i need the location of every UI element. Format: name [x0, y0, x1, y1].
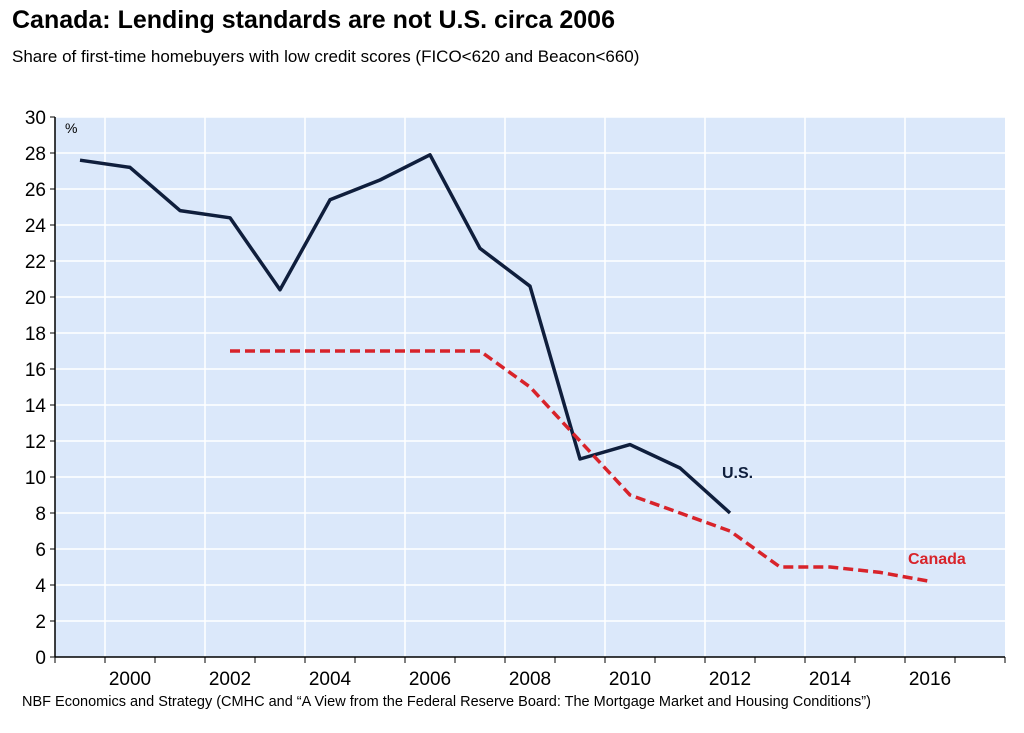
- y-tick-label: 30: [25, 108, 46, 129]
- y-tick-label: 6: [35, 540, 46, 561]
- y-tick-label: 26: [25, 180, 46, 201]
- chart-title: Canada: Lending standards are not U.S. c…: [12, 6, 615, 34]
- series-label-us: U.S.: [722, 465, 753, 482]
- chart-subtitle: Share of first-time homebuyers with low …: [12, 47, 640, 66]
- y-tick-label: 12: [25, 432, 46, 453]
- x-tick-label: 2000: [109, 669, 151, 690]
- x-tick-label: 2014: [809, 669, 852, 690]
- x-tick-label: 2010: [609, 669, 651, 690]
- y-axis-unit: %: [65, 120, 77, 136]
- y-tick-label: 10: [25, 468, 46, 489]
- y-tick-label: 2: [35, 612, 46, 633]
- x-tick-label: 2004: [309, 669, 352, 690]
- series-line-us: [79, 153, 732, 515]
- plot-background: [55, 117, 1005, 657]
- x-tick-label: 2008: [509, 669, 551, 690]
- x-tick-label: 2006: [409, 669, 451, 690]
- series-label-canada: Canada: [908, 551, 966, 568]
- x-tick-label: 2002: [209, 669, 251, 690]
- y-tick-label: 4: [35, 576, 46, 597]
- y-tick-label: 16: [25, 360, 46, 381]
- y-tick-label: 14: [25, 396, 47, 417]
- y-tick-label: 28: [25, 144, 46, 165]
- chart-source: NBF Economics and Strategy (CMHC and “A …: [22, 694, 871, 710]
- y-tick-label: 0: [35, 648, 46, 669]
- x-tick-label: 2016: [909, 669, 951, 690]
- y-tick-label: 18: [25, 324, 46, 345]
- y-tick-label: 20: [25, 288, 46, 309]
- y-tick-label: 8: [35, 504, 46, 525]
- y-tick-label: 24: [25, 216, 47, 237]
- y-tick-label: 22: [25, 252, 46, 273]
- series-line-canada: [230, 349, 931, 584]
- x-tick-label: 2012: [709, 669, 751, 690]
